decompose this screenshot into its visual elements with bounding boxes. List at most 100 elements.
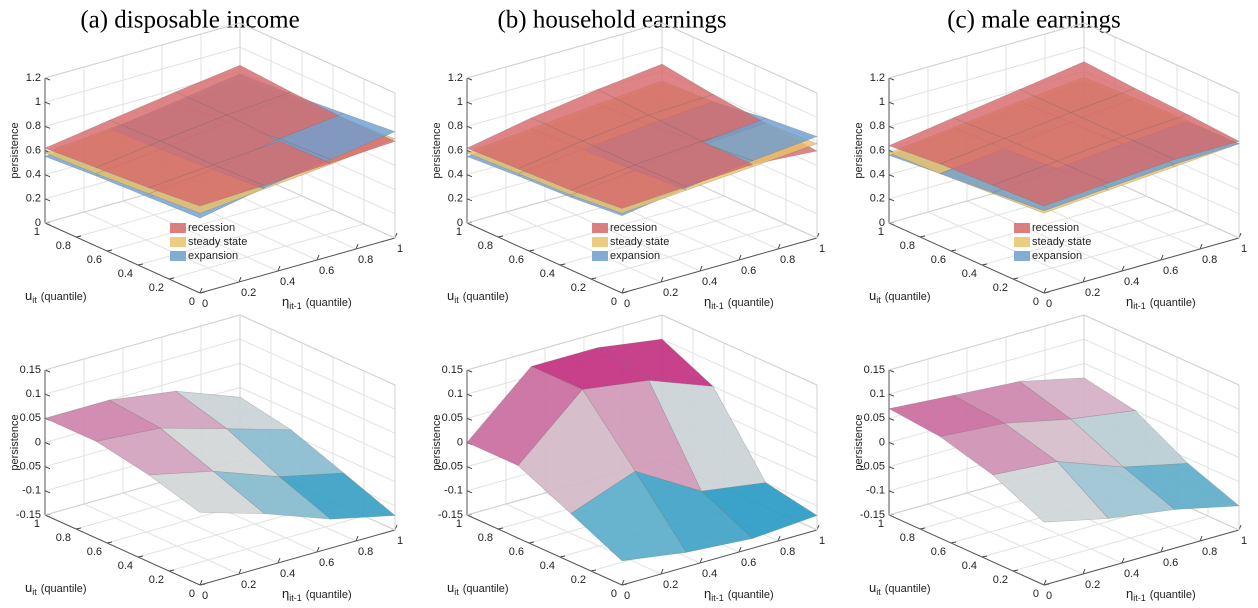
tick-mark [466, 490, 473, 494]
z-tick-label: 1 [457, 96, 463, 108]
x-tick-label: 0.2 [1085, 579, 1100, 591]
y-tick-label: 0.2 [993, 574, 1008, 586]
z-tick-label: 0 [457, 436, 463, 448]
legend-label: expansion [610, 250, 660, 262]
x-axis-label-text: (quantile) [1150, 297, 1196, 309]
x-tick-label: 1 [819, 535, 825, 547]
x-tick-label: 0.4 [280, 568, 295, 580]
tick-mark [888, 393, 895, 397]
x-axis-label-symbol: η [704, 586, 711, 601]
y-axis-label-subscript: it [454, 587, 459, 597]
y-axis-label-symbol: u [25, 288, 32, 303]
axis-edge [239, 22, 396, 94]
grid-line [927, 211, 1084, 283]
z-tick-label: 0.15 [864, 364, 885, 376]
grid-line [44, 338, 241, 395]
surface-patch [466, 365, 583, 466]
tick-mark [888, 369, 895, 373]
y-tick-label: 0.4 [118, 560, 133, 572]
tick-mark [1121, 265, 1125, 272]
grid-line [966, 492, 1123, 564]
tick-mark [1082, 276, 1086, 283]
surface-patch [1056, 136, 1176, 184]
z-tick-label: 0.15 [20, 364, 41, 376]
x-axis-label: ηit-1 (quantile) [704, 294, 774, 311]
axis-edge [199, 237, 396, 294]
z-tick-label: -0.1 [444, 485, 463, 497]
legend-label: recession [1032, 222, 1079, 234]
x-axis-label-symbol: η [282, 586, 289, 601]
grid-line [83, 503, 240, 575]
z-tick-label: -0.15 [860, 509, 885, 521]
z-tick-label: -0.05 [438, 461, 463, 473]
y-tick-label: 0.6 [87, 254, 102, 266]
x-tick-label: 0.6 [319, 265, 334, 277]
tick-mark [1082, 568, 1086, 575]
axis-edge [466, 22, 663, 79]
x-axis-label: ηit-1 (quantile) [282, 294, 352, 311]
grid-line [661, 46, 818, 118]
x-tick-label: 0.8 [780, 254, 795, 266]
tick-mark [199, 579, 203, 586]
grid-line [950, 195, 1147, 252]
x-tick-label: 0.6 [741, 265, 756, 277]
y-tick-label: 0.2 [149, 282, 164, 294]
y-axis-label-text: (quantile) [41, 291, 87, 303]
y-axis-label-subscript: it [32, 587, 37, 597]
grid-line [239, 338, 396, 410]
x-tick-label: 0.4 [1124, 276, 1139, 288]
grid-line [168, 515, 365, 572]
tick-mark [199, 287, 203, 294]
surface-patch [992, 461, 1109, 523]
tick-mark [660, 568, 664, 575]
z-tick-label: 0.4 [26, 169, 41, 181]
z-tick-label: 0.05 [442, 412, 463, 424]
grid-line [44, 46, 241, 103]
z-axis-label: persistence [853, 414, 865, 470]
x-tick-label: 1 [397, 243, 403, 255]
tick-mark [1121, 557, 1125, 564]
legend-swatch [170, 251, 186, 261]
x-tick-label: 0 [624, 298, 630, 310]
axis-edge [661, 314, 818, 386]
z-tick-label: 1 [35, 96, 41, 108]
grid-line [106, 195, 303, 252]
tick-mark [466, 101, 473, 105]
axis-edge [466, 314, 663, 371]
x-axis-label-text: (quantile) [306, 589, 352, 601]
z-tick-label: 0.05 [864, 412, 885, 424]
y-tick-label: 0.6 [509, 254, 524, 266]
axis-edge [621, 529, 818, 586]
grid-line [1083, 338, 1240, 410]
x-axis-label-text: (quantile) [306, 297, 352, 309]
grid-line [122, 200, 279, 272]
axis-edge [44, 22, 241, 79]
z-axis-label: persistence [431, 414, 443, 470]
z-tick-label: 0.8 [870, 120, 885, 132]
legend-swatch [1014, 237, 1030, 247]
tick-mark [277, 557, 281, 564]
y-tick-label: 0 [189, 588, 195, 600]
y-tick-label: 0.2 [993, 282, 1008, 294]
y-axis-label-text: (quantile) [885, 583, 931, 595]
grid-line [1083, 46, 1240, 118]
z-tick-label: 0.1 [26, 388, 41, 400]
tick-mark [621, 287, 625, 294]
x-axis-label-symbol: η [282, 294, 289, 309]
z-axis-label: persistence [431, 122, 443, 178]
tick-mark [466, 466, 473, 470]
legend-swatch [592, 251, 608, 261]
surface-patch [1122, 114, 1240, 160]
y-tick-label: 0 [1033, 296, 1039, 308]
y-tick-label: 1 [878, 518, 884, 530]
tick-mark [466, 393, 473, 397]
legend-swatch [170, 223, 186, 233]
x-tick-label: 0.8 [358, 254, 373, 266]
surface-patch [1056, 461, 1176, 519]
x-tick-label: 0.8 [1202, 254, 1217, 266]
grid-line [466, 46, 663, 103]
y-axis-label-subscript: it [876, 587, 881, 597]
grid-line [168, 223, 365, 280]
surface-patch [466, 117, 584, 170]
